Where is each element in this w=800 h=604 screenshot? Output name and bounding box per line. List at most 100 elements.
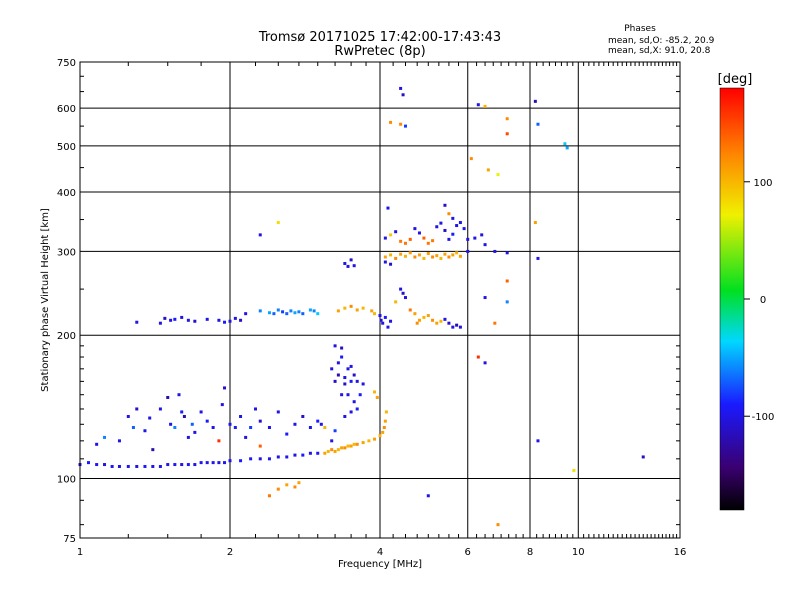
echo-point: [379, 318, 383, 322]
x-tick-label: 8: [527, 547, 533, 558]
echo-point: [343, 306, 347, 310]
echo-point: [361, 441, 365, 445]
echo-point: [211, 425, 215, 429]
y-tick-label: 400: [57, 188, 76, 199]
echo-point: [373, 390, 377, 394]
echo-point: [439, 221, 443, 225]
echo-point: [239, 414, 243, 418]
echo-point: [399, 287, 403, 291]
echo-point: [383, 255, 387, 259]
echo-point: [483, 296, 487, 300]
echo-point: [293, 485, 297, 489]
echo-point: [381, 430, 385, 434]
echo-point: [95, 442, 99, 446]
echo-point: [333, 429, 337, 433]
echo-point: [455, 251, 459, 255]
echo-point: [343, 446, 347, 450]
echo-point: [285, 432, 289, 436]
echo-point: [190, 422, 194, 426]
echo-point: [389, 233, 393, 237]
y-axis-ticks: 75 100 200 300 400 500 600 750: [57, 58, 680, 545]
y-axis-label: Stationary phase Virtual Height [km]: [40, 208, 51, 392]
echo-point: [476, 103, 480, 107]
echo-point: [476, 355, 480, 359]
echo-point: [173, 317, 177, 321]
echo-point: [336, 361, 340, 365]
echo-point: [285, 455, 289, 459]
echo-point: [193, 319, 197, 323]
echo-point: [505, 279, 509, 283]
echo-point: [431, 239, 435, 243]
echo-point: [426, 251, 430, 255]
echo-point: [223, 461, 227, 465]
echo-point: [443, 203, 447, 207]
echo-point: [352, 442, 356, 446]
echo-point: [258, 457, 262, 461]
echo-point: [323, 425, 327, 429]
echo-point: [340, 346, 344, 350]
echo-point: [399, 239, 403, 243]
echo-point: [103, 435, 107, 439]
echo-point: [346, 264, 350, 268]
echo-point: [381, 321, 385, 325]
y-tick-label: 75: [63, 534, 76, 545]
echo-point: [426, 494, 430, 498]
x-axis-ticks: 1 2 4 6 8 10 16: [77, 62, 686, 558]
echo-point: [297, 310, 301, 314]
echo-point: [408, 251, 412, 255]
echo-point: [180, 463, 184, 467]
echo-point: [346, 393, 350, 397]
echo-point: [205, 461, 209, 465]
echo-point: [151, 448, 155, 452]
echo-point: [312, 309, 316, 313]
echo-point: [330, 367, 334, 371]
echo-point: [135, 407, 139, 411]
echo-point: [95, 463, 99, 467]
echo-point: [258, 419, 262, 423]
echo-point: [333, 379, 337, 383]
echo-point: [394, 300, 398, 304]
stats-line-o: mean, sd,O: -85.2, 20.9: [608, 36, 715, 46]
x-tick-label: 4: [377, 547, 383, 558]
echo-point: [316, 419, 320, 423]
echo-point: [169, 422, 173, 426]
echo-point: [439, 256, 443, 260]
echo-point: [355, 308, 359, 312]
echo-point: [447, 321, 451, 325]
echo-point: [163, 316, 167, 320]
echo-point: [373, 437, 377, 441]
echo-point: [253, 407, 257, 411]
echo-point: [239, 318, 243, 322]
echo-point: [285, 312, 289, 316]
echo-point: [217, 461, 221, 465]
y-tick-label: 600: [57, 104, 76, 115]
echo-point: [422, 236, 426, 240]
colorbar-tick-label: 0: [760, 295, 766, 306]
y-tick-label: 100: [57, 475, 76, 486]
echo-point: [358, 393, 362, 397]
echo-point: [469, 157, 473, 161]
echo-point: [143, 429, 147, 433]
echo-point: [211, 461, 215, 465]
x-tick-label: 6: [465, 547, 471, 558]
data-points: [78, 86, 645, 527]
echo-point: [223, 386, 227, 390]
echo-point: [399, 86, 403, 90]
echo-point: [417, 253, 421, 257]
echo-point: [258, 233, 262, 237]
echo-point: [641, 455, 645, 459]
echo-point: [173, 425, 177, 429]
echo-point: [455, 323, 459, 327]
stats-line-x: mean, sd,X: 91.0, 20.8: [608, 46, 711, 56]
echo-point: [389, 253, 393, 257]
echo-point: [103, 463, 107, 467]
echo-point: [340, 446, 344, 450]
echo-point: [180, 315, 184, 319]
echo-point: [126, 464, 130, 468]
echo-point: [533, 221, 537, 225]
echo-point: [422, 256, 426, 260]
echo-point: [493, 249, 497, 253]
echo-point: [426, 314, 430, 318]
echo-point: [110, 464, 114, 468]
